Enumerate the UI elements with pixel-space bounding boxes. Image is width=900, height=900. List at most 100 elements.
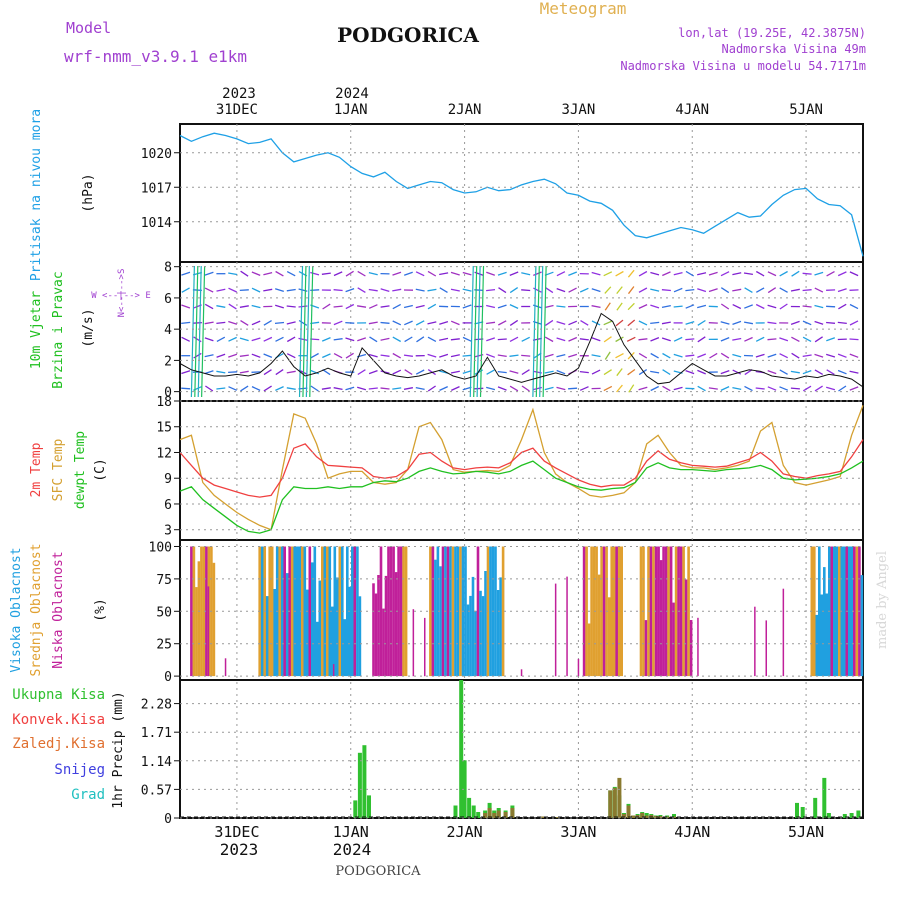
wind-barb — [849, 370, 859, 374]
wind-barb — [638, 287, 648, 293]
wind-barb — [732, 304, 742, 310]
cloud-bar — [860, 575, 864, 677]
wind-barb — [509, 271, 519, 277]
wind-barb — [310, 352, 319, 359]
cloud-bar — [813, 546, 816, 677]
wind-barb — [604, 286, 612, 294]
cloud-bar — [674, 546, 678, 677]
wind-barb — [755, 287, 765, 293]
wind-barb — [345, 270, 354, 277]
wind-barb — [427, 288, 437, 292]
wind-barb — [708, 271, 718, 276]
wind-barb — [814, 385, 823, 392]
wind-barb — [650, 352, 659, 359]
wind-barb — [310, 271, 320, 276]
wind-barb — [497, 320, 507, 326]
wind-barb — [685, 304, 695, 309]
wind-barb — [638, 270, 648, 277]
cloud-bar — [424, 617, 426, 677]
wind-barb — [274, 321, 285, 325]
wind-barb — [580, 320, 589, 326]
precip-total-bar — [826, 813, 831, 818]
wind-vertical-barb — [539, 265, 544, 398]
top-day-labels: 31DEC 1JAN 2JAN 3JAN 4JAN 5JAN — [216, 102, 823, 118]
wind-barb — [556, 369, 566, 375]
wind-vertical-barb — [190, 265, 195, 398]
cloud-bar — [662, 546, 665, 677]
wind-barb — [181, 271, 191, 276]
cloud-bar — [602, 546, 606, 677]
cloud-bar — [499, 577, 502, 677]
wind-barb — [837, 321, 847, 325]
top-year-2024: 2024 — [335, 86, 369, 102]
cloud-bar — [853, 546, 856, 677]
mid-cloud-label: Srednja Oblacnost — [29, 543, 44, 676]
cloud-bar — [451, 546, 455, 677]
cloud-tick-label: 75 — [156, 573, 172, 588]
wind-barb — [251, 337, 261, 342]
precip-total-bar — [467, 797, 472, 818]
wind-barb — [345, 352, 354, 359]
wind-barb — [767, 271, 777, 277]
precip-conv-bar — [608, 790, 613, 818]
wind-barb — [345, 386, 355, 391]
cloud-bar — [399, 546, 403, 677]
wind-barb — [697, 369, 706, 375]
cloud-bar — [620, 546, 623, 677]
wind-barb — [673, 271, 683, 276]
wind-barb — [451, 386, 460, 391]
wind-barb — [579, 386, 589, 391]
wind-barb — [661, 304, 671, 309]
wind-axis-title-1: 10m Vjetar — [29, 291, 44, 369]
wind-barb — [662, 271, 671, 277]
wind-barb — [462, 354, 472, 357]
precip-frozen-label: Zaledj.Kisa — [12, 736, 105, 752]
station-title: PODGORICA — [337, 23, 479, 47]
wind-barb — [556, 271, 566, 277]
temp-2m-line — [179, 439, 864, 498]
wind-barb — [333, 289, 343, 292]
wind-barb — [439, 353, 449, 358]
cloud-bar — [754, 606, 756, 677]
wind-barb — [286, 288, 296, 292]
wind-barb — [310, 289, 320, 292]
precip-conv-bar — [617, 777, 622, 818]
precip-total-bar — [795, 802, 799, 818]
wind-barb — [333, 387, 343, 391]
wind-barb — [697, 304, 707, 309]
wind-barb — [591, 337, 601, 342]
wind-barb — [368, 271, 378, 276]
wind-barb — [368, 304, 378, 309]
wind-barb — [615, 270, 624, 277]
cloud-bar — [336, 577, 339, 677]
model-label: Model — [66, 19, 111, 37]
wind-barb — [263, 385, 272, 392]
cloud-bar — [687, 546, 690, 677]
wind-barb — [427, 336, 437, 342]
wind-barb — [322, 303, 331, 310]
cloud-bar — [356, 546, 359, 677]
wind-vertical-barb — [302, 265, 307, 398]
wind-barb — [802, 385, 812, 392]
precip-total-bar — [813, 797, 818, 818]
wind-barb — [322, 353, 331, 359]
high-cloud-label: Visoka Oblacnost — [9, 547, 24, 672]
wind-barb — [568, 353, 578, 358]
wind-barb — [755, 353, 765, 358]
wind-vertical-barb — [542, 265, 547, 398]
wind-barb — [415, 304, 425, 309]
cloud-bar — [577, 658, 580, 677]
precip-total-bar — [357, 752, 362, 818]
cloud-tick-label: 50 — [156, 605, 172, 620]
wind-barb — [697, 385, 706, 392]
wind-barb — [685, 270, 695, 277]
wind-barb — [544, 353, 554, 358]
precip-total-bar — [462, 760, 467, 818]
wind-barb — [650, 336, 660, 342]
cloud-bar — [394, 572, 398, 677]
wind-barb — [415, 271, 425, 277]
temp-y-ticks: 3 6 9 12 15 18 — [156, 395, 863, 539]
wind-barb — [462, 271, 472, 276]
wind-barb — [357, 337, 367, 342]
cloud-bar — [520, 669, 523, 677]
